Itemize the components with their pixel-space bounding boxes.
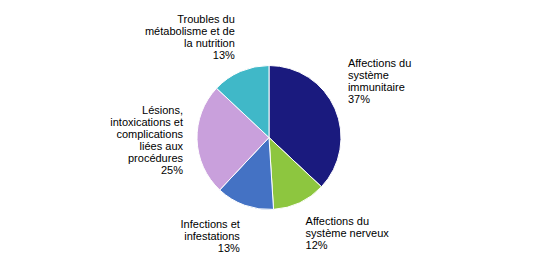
svg-text:Troubles dumétabolisme et dela: Troubles dumétabolisme et dela nutrition…: [145, 13, 235, 61]
svg-text:Affections dusystème nerveux12: Affections dusystème nerveux12%: [306, 215, 390, 251]
svg-text:Lésions,intoxications etcompli: Lésions,intoxications etcomplicationslié…: [110, 104, 183, 176]
svg-text:Affections dusystèmeimmunitair: Affections dusystèmeimmunitaire37%: [348, 57, 411, 105]
svg-text:Infections etinfestations13%: Infections etinfestations13%: [181, 218, 241, 254]
